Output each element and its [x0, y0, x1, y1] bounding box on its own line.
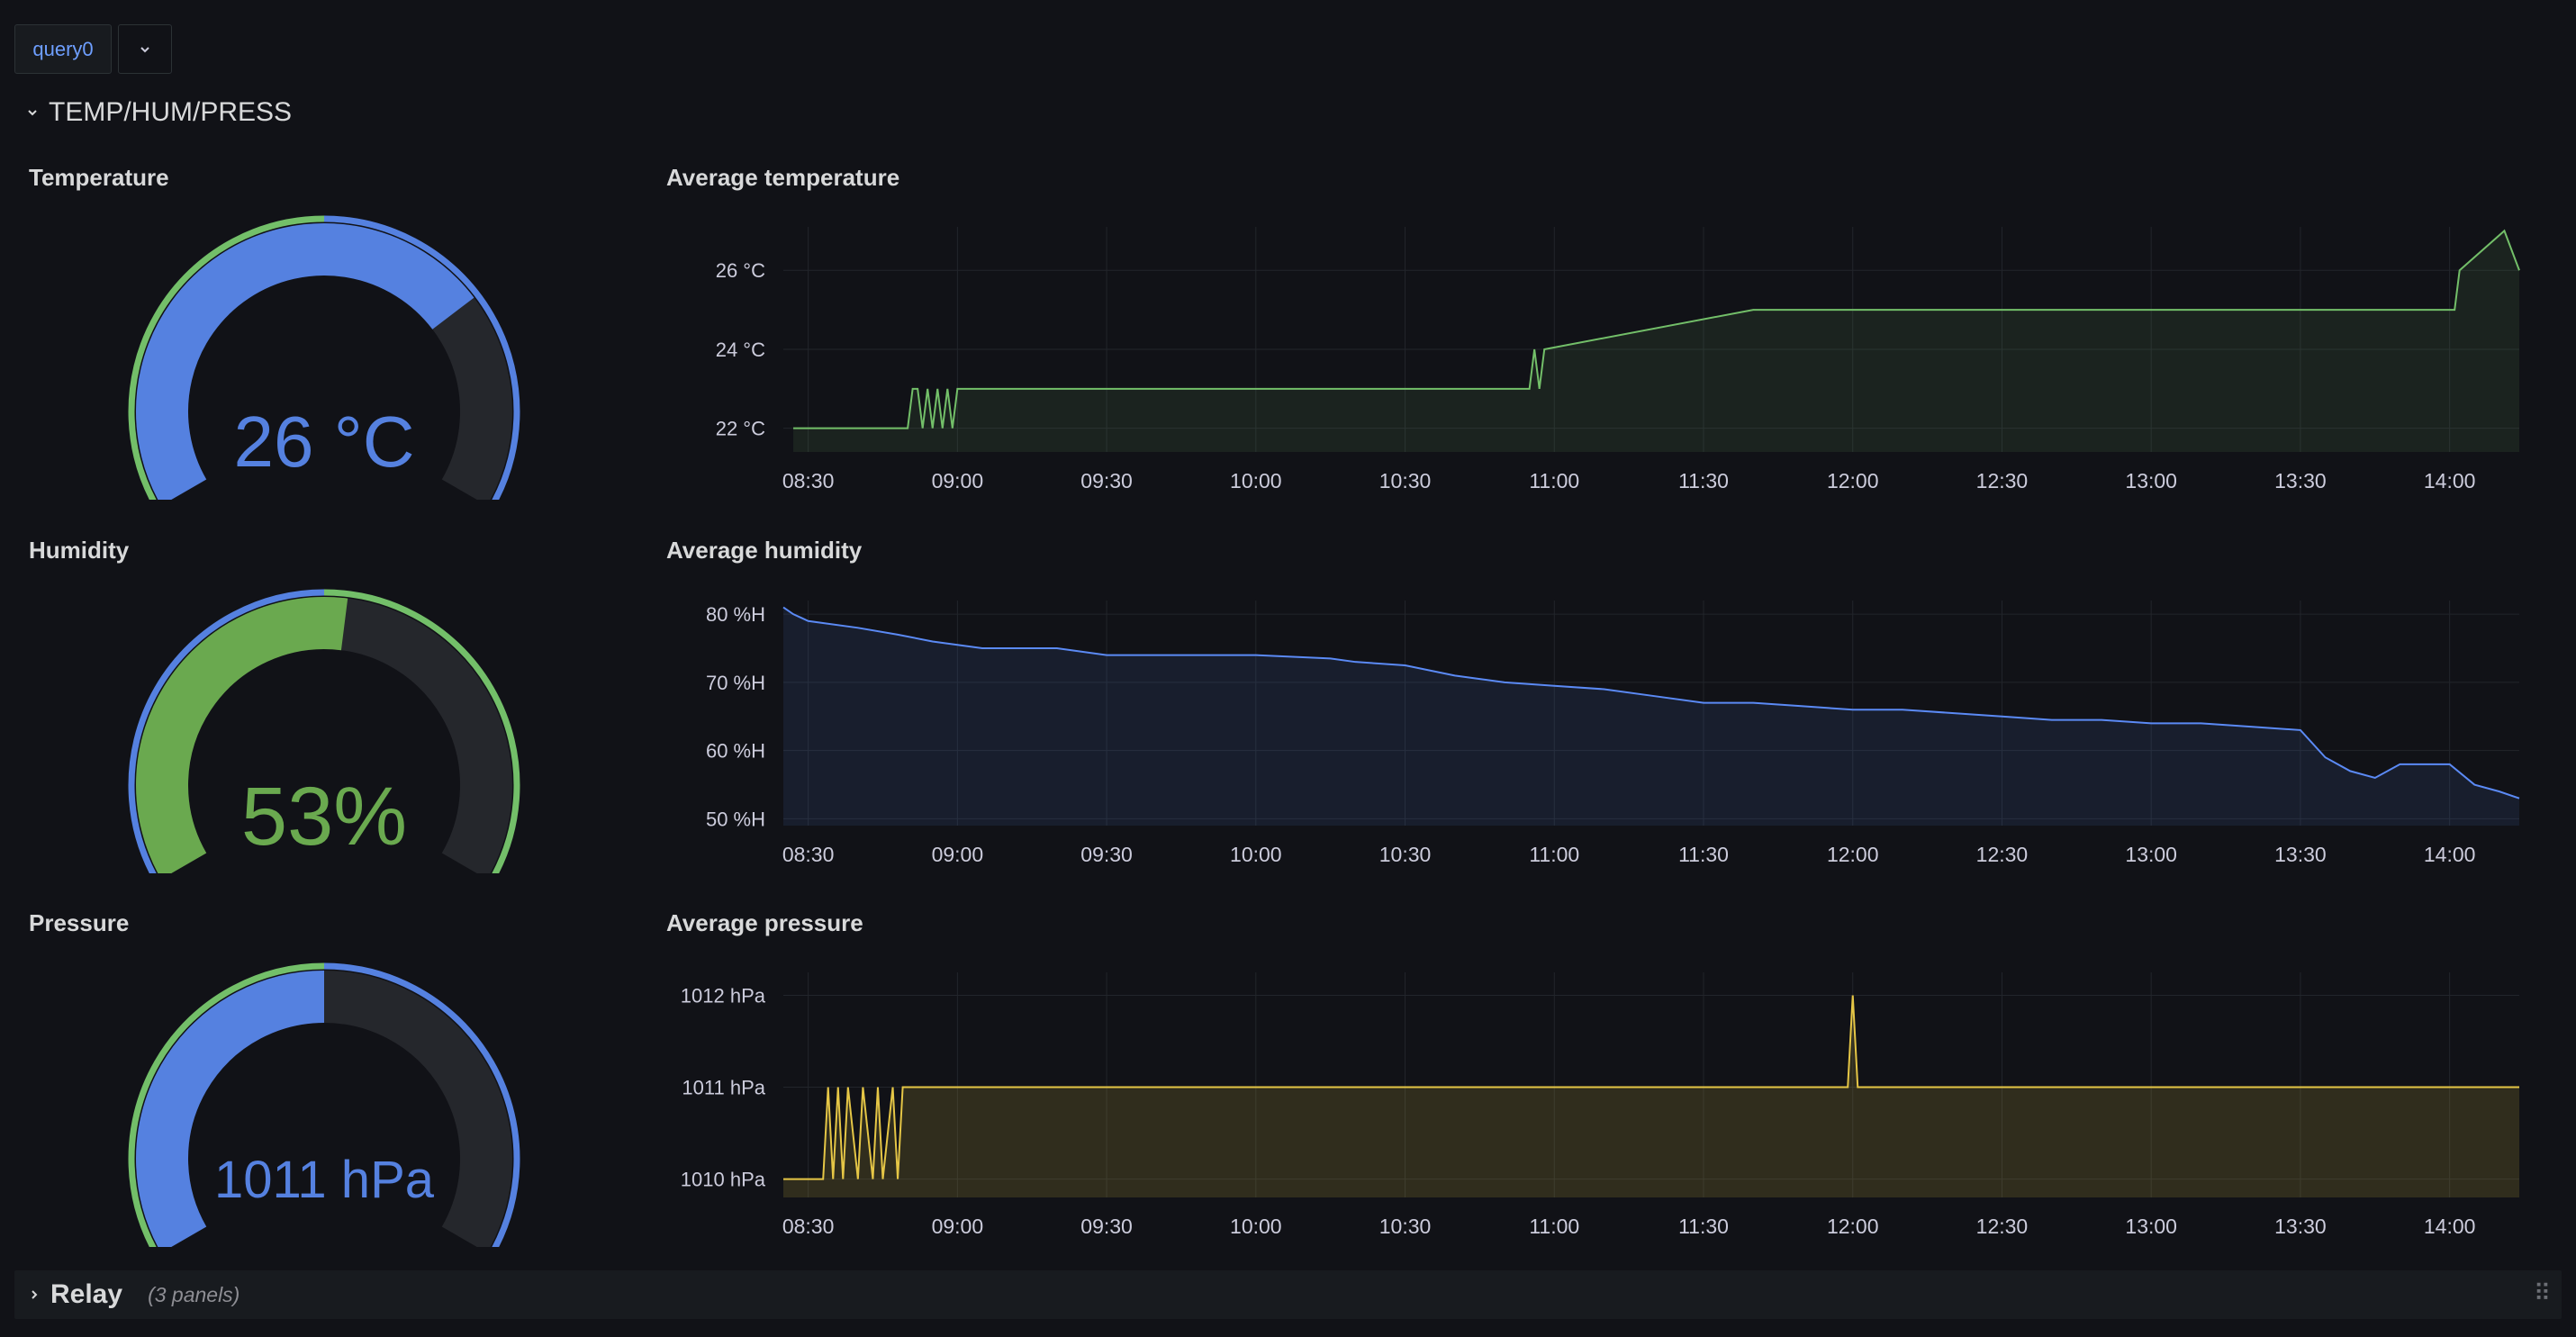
- x-tick-label: 09:30: [1080, 469, 1133, 492]
- x-tick-label: 09:30: [1080, 843, 1133, 866]
- temperature-value: 26 °C: [233, 402, 415, 482]
- pressure-value: 1011 hPa: [213, 1151, 435, 1209]
- x-tick-label: 09:00: [932, 469, 984, 492]
- pressure-gauge-arc: [128, 962, 520, 1257]
- x-tick-label: 14:00: [2424, 469, 2476, 492]
- pressure-gauge: 1011 hPa: [117, 959, 531, 1257]
- avg-temperature-panel-title[interactable]: Average temperature: [666, 164, 900, 191]
- x-tick-label: 12:30: [1976, 843, 2029, 866]
- temperature-panel-title[interactable]: Temperature: [29, 164, 169, 191]
- gauge-value-arc: [136, 971, 325, 1253]
- relay-panel-count: (3 panels): [148, 1282, 240, 1306]
- x-tick-label: 11:30: [1678, 843, 1729, 866]
- y-tick-label: 22 °C: [716, 418, 765, 440]
- x-tick-label: 11:00: [1529, 1215, 1579, 1238]
- row-title: TEMP/HUM/PRESS: [49, 97, 293, 127]
- x-tick-label: 10:30: [1379, 469, 1432, 492]
- gauge-threshold-band: [323, 962, 520, 1257]
- x-tick-label: 08:30: [782, 1215, 835, 1238]
- drag-handle-icon[interactable]: ⠿: [2533, 1279, 2551, 1306]
- x-tick-label: 14:00: [2424, 1215, 2476, 1238]
- humidity-gauge: 53%: [117, 585, 531, 883]
- x-tick-label: 08:30: [782, 469, 835, 492]
- x-tick-label: 13:00: [2125, 1215, 2177, 1238]
- x-tick-label: 13:30: [2274, 469, 2327, 492]
- y-tick-label: 26 °C: [716, 259, 765, 282]
- y-tick-label: 1011 hPa: [682, 1077, 765, 1099]
- temperature-gauge: 26 °C: [117, 212, 531, 510]
- series-area-fill: [783, 995, 2519, 1197]
- x-tick-label: 12:00: [1827, 1215, 1879, 1238]
- query-variable-dropdown-button[interactable]: [118, 24, 172, 74]
- x-tick-label: 13:00: [2125, 469, 2177, 492]
- chevron-down-icon: [28, 110, 37, 116]
- series-line: [793, 229, 2520, 429]
- x-tick-label: 11:00: [1529, 469, 1579, 492]
- x-tick-label: 11:00: [1529, 843, 1579, 866]
- humidity-panel-title[interactable]: Humidity: [29, 537, 130, 564]
- chevron-down-icon: [140, 46, 149, 52]
- gauge-threshold-band: [128, 215, 325, 510]
- gauge-value-arc: [136, 597, 348, 880]
- row-toggle-relay[interactable]: Relay (3 panels): [27, 1279, 240, 1310]
- x-tick-label: 12:30: [1976, 1215, 2029, 1238]
- series-area-fill: [793, 230, 2519, 452]
- x-tick-label: 09:00: [932, 1215, 984, 1238]
- x-tick-label: 13:30: [2274, 843, 2327, 866]
- avg-pressure-panel-title[interactable]: Average pressure: [666, 909, 863, 936]
- y-tick-label: 60 %H: [706, 740, 765, 763]
- query-variable-value: query0: [32, 37, 94, 60]
- gauge-threshold-band: [323, 589, 520, 883]
- x-tick-label: 10:00: [1230, 469, 1282, 492]
- x-tick-label: 09:30: [1080, 1215, 1133, 1238]
- relay-row[interactable]: Relay (3 panels) ⠿: [14, 1270, 2562, 1319]
- chevron-right-icon: [32, 1290, 38, 1299]
- x-tick-label: 14:00: [2424, 843, 2476, 866]
- x-tick-label: 11:30: [1678, 469, 1729, 492]
- query-variable-select[interactable]: query0: [14, 24, 112, 74]
- x-tick-label: 12:00: [1827, 843, 1879, 866]
- x-tick-label: 10:30: [1379, 843, 1432, 866]
- x-tick-label: 09:00: [932, 843, 984, 866]
- y-tick-label: 24 °C: [716, 339, 765, 361]
- avg-humidity-chart[interactable]: 08:30 09:00 09:30 10:00 10:30 11:00 11:30 12:00…: [657, 590, 2526, 878]
- temperature-gauge-arc: [128, 215, 520, 510]
- series-line: [782, 606, 2520, 799]
- y-tick-label: 70 %H: [706, 672, 765, 694]
- gauge-threshold-band: [323, 215, 520, 510]
- avg-humidity-panel-title[interactable]: Average humidity: [666, 537, 863, 564]
- series-line: [783, 995, 2519, 1180]
- avg-temperature-chart[interactable]: 08:30 09:00 09:30 10:00 10:30 11:00 11:30 12:00…: [657, 216, 2526, 504]
- x-tick-label: 12:30: [1976, 469, 2029, 492]
- relay-row-title: Relay: [50, 1279, 123, 1309]
- pressure-panel-title[interactable]: Pressure: [29, 909, 130, 936]
- x-tick-label: 13:00: [2125, 843, 2177, 866]
- x-tick-label: 13:30: [2274, 1215, 2327, 1238]
- y-tick-label: 1010 hPa: [681, 1169, 766, 1191]
- y-tick-label: 50 %H: [706, 808, 765, 830]
- gauge-threshold-band: [128, 589, 325, 883]
- avg-pressure-chart[interactable]: 08:30 09:00 09:30 10:00 10:30 11:00 11:30 12:00…: [657, 962, 2526, 1250]
- x-tick-label: 10:00: [1230, 1215, 1282, 1238]
- y-tick-label: 80 %H: [706, 603, 765, 626]
- x-tick-label: 11:30: [1678, 1215, 1729, 1238]
- gauge-value-arc: [136, 223, 475, 506]
- humidity-value: 53%: [240, 771, 408, 863]
- row-toggle-temp-hum-press[interactable]: TEMP/HUM/PRESS: [25, 97, 292, 128]
- x-tick-label: 08:30: [782, 843, 835, 866]
- series-area-fill: [783, 607, 2519, 826]
- gauge-threshold-band: [128, 962, 325, 1257]
- y-tick-label: 1012 hPa: [681, 985, 766, 1007]
- humidity-gauge-arc: [128, 589, 520, 883]
- x-tick-label: 10:00: [1230, 843, 1282, 866]
- x-tick-label: 10:30: [1379, 1215, 1432, 1238]
- x-tick-label: 12:00: [1827, 469, 1879, 492]
